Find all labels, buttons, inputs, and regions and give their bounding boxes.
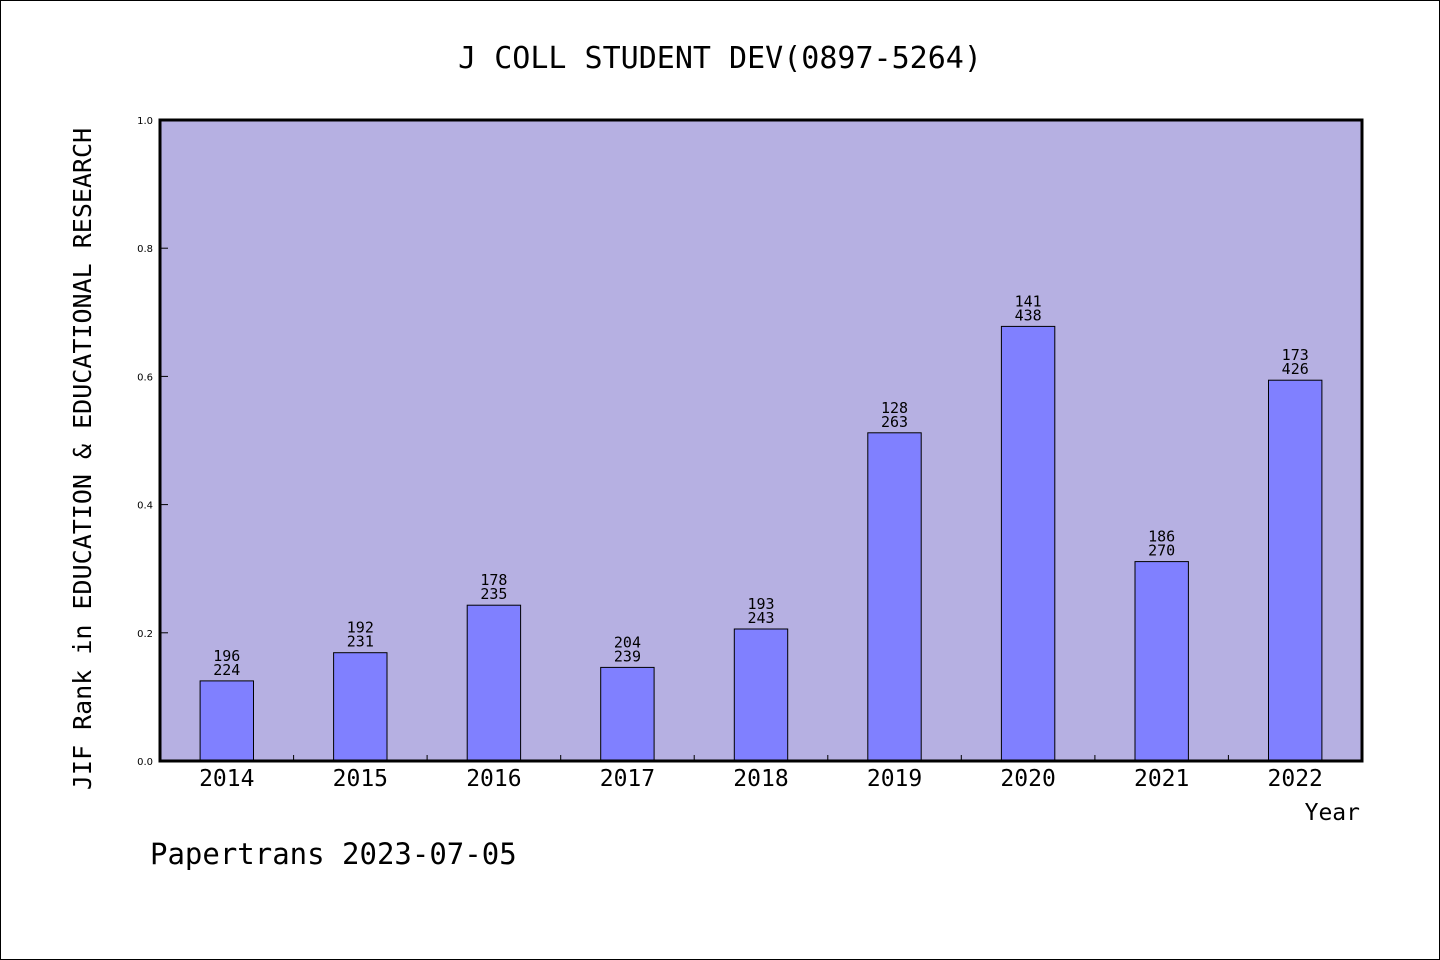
plot-frame [158,118,1364,763]
chart-title: J COLL STUDENT DEV(0897-5264) [458,41,982,76]
bar-rank-label-2020: 141 [1015,292,1042,310]
y-tick-label-0.8: 0.8 [137,244,153,255]
bar-rank-label-2014: 196 [213,647,240,665]
bar-rank-label-2022: 173 [1282,346,1309,364]
bar-2020 [1000,325,1056,762]
x-tick-label-2021: 2021 [1134,766,1189,792]
bar-total-label-2020: 438 [1015,306,1042,324]
x-axis-label: Year [1305,800,1360,826]
y-tick-label-0.6: 0.6 [137,372,153,383]
bar-rank-label-2018: 193 [747,595,774,613]
bar-rank-label-2015: 192 [347,619,374,637]
bar-total-label-2015: 231 [347,633,374,651]
x-tick-label-2020: 2020 [1000,766,1055,792]
bar-total-label-2016: 235 [480,585,507,603]
bar-2019 [867,432,922,762]
bar-rank-label-2019: 128 [881,399,908,417]
bar-2018 [733,628,789,762]
bar-2021 [1134,561,1189,762]
x-tick-label-2014: 2014 [199,766,254,792]
bar-2022 [1268,379,1323,762]
y-tick-label-0.0: 0.0 [137,757,153,768]
x-tick-label-2015: 2015 [333,766,388,792]
bar-2017 [600,666,655,762]
bar-total-label-2014: 224 [213,661,240,679]
bar-rank-label-2017: 204 [614,633,641,651]
footer-date: Papertrans 2023-07-05 [150,837,517,871]
bar-2015 [333,652,388,762]
bar-rank-label-2021: 186 [1148,528,1175,546]
y-axis-label: JIF Rank in EDUCATION & EDUCATIONAL RESE… [68,128,97,790]
y-tick-label-0.4: 0.4 [137,501,153,512]
bar-2014 [199,680,255,762]
bar-total-label-2017: 239 [614,647,641,665]
ticks-layer: 2014 2015 2016 2017 2018 2019 2020 2021 2022 0.0 0… [137,116,1323,792]
bar-total-label-2022: 426 [1282,360,1309,378]
bars-layer: 1962241922311782352042391932431282631414… [199,292,1323,762]
bar-total-label-2018: 243 [747,609,774,627]
x-tick-label-2017: 2017 [600,766,655,792]
bar-rank-label-2016: 178 [480,571,507,589]
y-tick-label-1.0: 1.0 [137,116,153,127]
bar-total-label-2021: 270 [1148,542,1175,560]
bar-2016 [466,604,522,762]
x-tick-label-2016: 2016 [466,766,521,792]
x-tick-label-2019: 2019 [867,766,922,792]
y-tick-label-0.2: 0.2 [137,629,153,640]
x-tick-label-2018: 2018 [733,766,788,792]
x-tick-label-2022: 2022 [1268,766,1323,792]
bar-total-label-2019: 263 [881,413,908,431]
